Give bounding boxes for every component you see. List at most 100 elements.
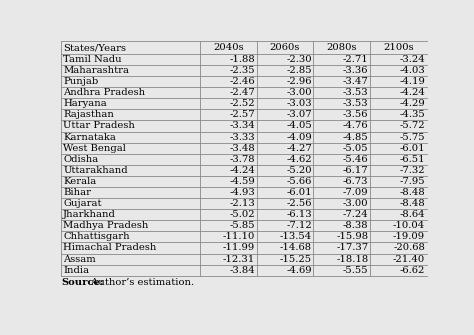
Text: -2.35: -2.35 <box>229 66 255 75</box>
Text: -2.30: -2.30 <box>286 55 312 64</box>
Text: -5.72: -5.72 <box>400 122 425 130</box>
Text: -6.01: -6.01 <box>286 188 312 197</box>
Text: -3.00: -3.00 <box>343 199 368 208</box>
Text: -4.93: -4.93 <box>229 188 255 197</box>
Text: -4.59: -4.59 <box>229 177 255 186</box>
Text: -2.96: -2.96 <box>286 77 312 86</box>
Bar <box>256 231 313 243</box>
Bar <box>370 65 427 76</box>
Text: 2060s: 2060s <box>270 43 300 52</box>
Text: -7.09: -7.09 <box>343 188 368 197</box>
Bar <box>370 165 427 176</box>
Bar <box>256 143 313 154</box>
Bar <box>61 176 200 187</box>
Text: 2100s: 2100s <box>383 43 414 52</box>
Text: Author’s estimation.: Author’s estimation. <box>88 278 194 287</box>
Bar <box>313 98 370 109</box>
Bar <box>61 109 200 120</box>
Bar <box>256 76 313 87</box>
Bar <box>256 165 313 176</box>
Bar <box>256 42 313 54</box>
Bar <box>313 42 370 54</box>
Bar <box>370 120 427 132</box>
Text: -8.64: -8.64 <box>400 210 425 219</box>
Bar <box>313 87 370 98</box>
Bar <box>200 109 256 120</box>
Text: -3.78: -3.78 <box>229 155 255 164</box>
Bar <box>313 65 370 76</box>
Bar <box>313 120 370 132</box>
Bar <box>370 198 427 209</box>
Bar <box>256 187 313 198</box>
Bar <box>256 254 313 265</box>
Text: -3.47: -3.47 <box>343 77 368 86</box>
Text: -18.18: -18.18 <box>336 255 368 264</box>
Text: Chhattisgarh: Chhattisgarh <box>64 232 130 242</box>
Text: -7.24: -7.24 <box>343 210 368 219</box>
Bar <box>313 143 370 154</box>
Bar <box>61 120 200 132</box>
Text: -2.85: -2.85 <box>286 66 312 75</box>
Bar <box>200 65 256 76</box>
Text: Kerala: Kerala <box>64 177 97 186</box>
Bar <box>200 254 256 265</box>
Text: -10.04: -10.04 <box>393 221 425 230</box>
Text: -4.03: -4.03 <box>400 66 425 75</box>
Text: -4.35: -4.35 <box>400 110 425 119</box>
Text: -5.75: -5.75 <box>400 133 425 142</box>
Text: Haryana: Haryana <box>64 99 107 108</box>
Text: -19.09: -19.09 <box>393 232 425 242</box>
Bar <box>370 231 427 243</box>
Bar <box>61 265 200 276</box>
Text: Himachal Pradesh: Himachal Pradesh <box>64 244 157 253</box>
Bar <box>200 42 256 54</box>
Text: Bihar: Bihar <box>64 188 91 197</box>
Text: -3.34: -3.34 <box>229 122 255 130</box>
Bar <box>256 98 313 109</box>
Text: Karnataka: Karnataka <box>64 133 116 142</box>
Text: -3.84: -3.84 <box>229 266 255 275</box>
Text: Maharashtra: Maharashtra <box>64 66 129 75</box>
Bar <box>256 54 313 65</box>
Bar <box>61 231 200 243</box>
Bar <box>313 254 370 265</box>
Bar <box>256 243 313 254</box>
Text: -3.00: -3.00 <box>286 88 312 97</box>
Bar <box>313 231 370 243</box>
Bar <box>61 187 200 198</box>
Bar <box>370 87 427 98</box>
Text: 2040s: 2040s <box>213 43 244 52</box>
Bar <box>256 220 313 231</box>
Text: -1.88: -1.88 <box>229 55 255 64</box>
Bar <box>370 154 427 165</box>
Bar <box>61 65 200 76</box>
Bar <box>200 231 256 243</box>
Bar <box>256 87 313 98</box>
Text: -6.51: -6.51 <box>400 155 425 164</box>
Text: -4.76: -4.76 <box>343 122 368 130</box>
Text: -20.68: -20.68 <box>393 244 425 253</box>
Bar <box>370 254 427 265</box>
Bar <box>61 154 200 165</box>
Text: -5.05: -5.05 <box>343 144 368 153</box>
Text: Tamil Nadu: Tamil Nadu <box>64 55 122 64</box>
Bar <box>256 209 313 220</box>
Text: -8.38: -8.38 <box>343 221 368 230</box>
Text: Uttarakhand: Uttarakhand <box>64 166 128 175</box>
Bar <box>370 76 427 87</box>
Text: -11.99: -11.99 <box>223 244 255 253</box>
Text: -4.27: -4.27 <box>286 144 312 153</box>
Text: -4.09: -4.09 <box>286 133 312 142</box>
Bar <box>370 243 427 254</box>
Text: -3.24: -3.24 <box>400 55 425 64</box>
Text: Andhra Pradesh: Andhra Pradesh <box>64 88 146 97</box>
Bar <box>370 220 427 231</box>
Bar <box>370 132 427 143</box>
Bar <box>313 76 370 87</box>
Bar <box>200 165 256 176</box>
Text: -2.52: -2.52 <box>229 99 255 108</box>
Text: -3.03: -3.03 <box>286 99 312 108</box>
Bar <box>200 132 256 143</box>
Bar <box>313 109 370 120</box>
Bar <box>313 187 370 198</box>
